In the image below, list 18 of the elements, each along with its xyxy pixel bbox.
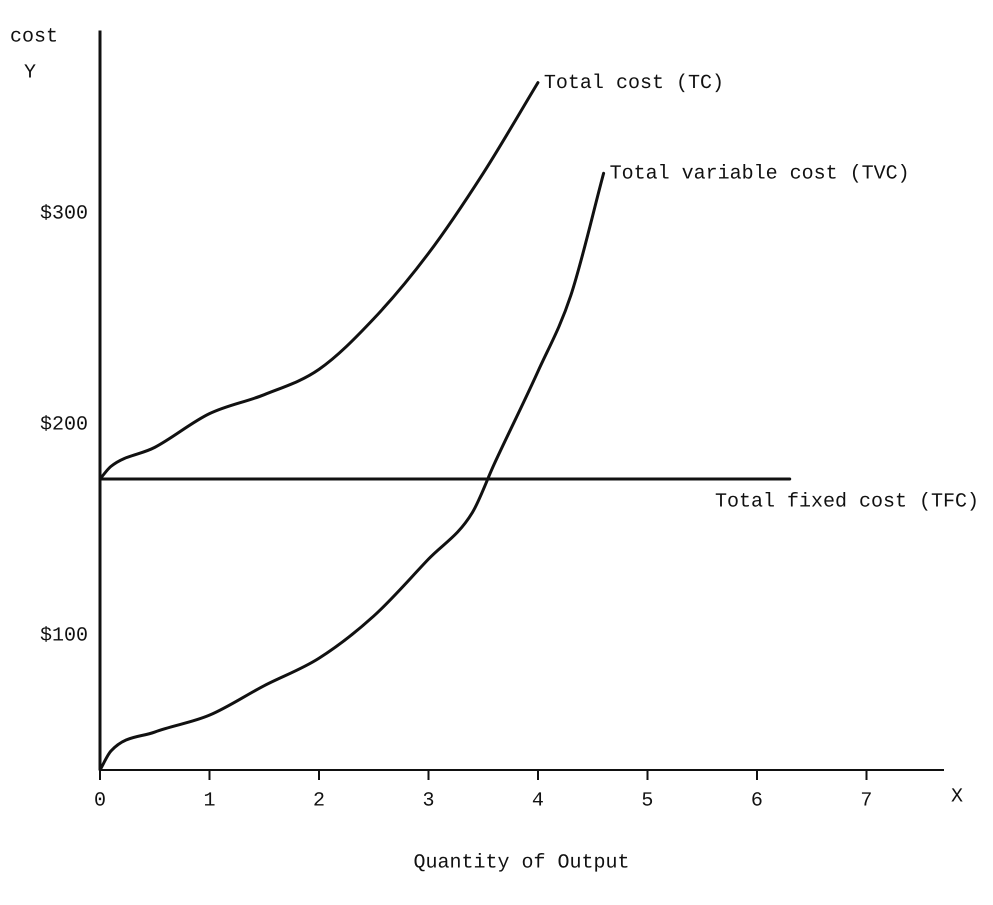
y-tick-label: $300	[40, 202, 88, 226]
x-tick-label: 2	[312, 789, 325, 812]
text: Y	[24, 61, 36, 84]
x-tick-label: 7	[860, 789, 872, 812]
y-axis-title: cost	[10, 25, 58, 48]
x-tick-label: 6	[750, 789, 763, 812]
x-tick-label: 1	[203, 789, 216, 812]
x-tick-label: 0	[94, 789, 106, 812]
text: X	[950, 785, 964, 808]
x-tick-label: 3	[422, 789, 434, 812]
x-tick-label: 4	[532, 789, 544, 812]
series-label: Total cost (TC)	[544, 72, 724, 95]
x-axis-title: Quantity of Output	[413, 851, 630, 874]
y-tick-label: $200	[40, 413, 88, 436]
series-label: Total fixed cost (TFC)	[714, 490, 980, 514]
y-tick-label: $100	[40, 624, 88, 648]
x-tick-label: 5	[641, 789, 654, 812]
series-label: Total variable cost (TVC)	[610, 162, 910, 186]
